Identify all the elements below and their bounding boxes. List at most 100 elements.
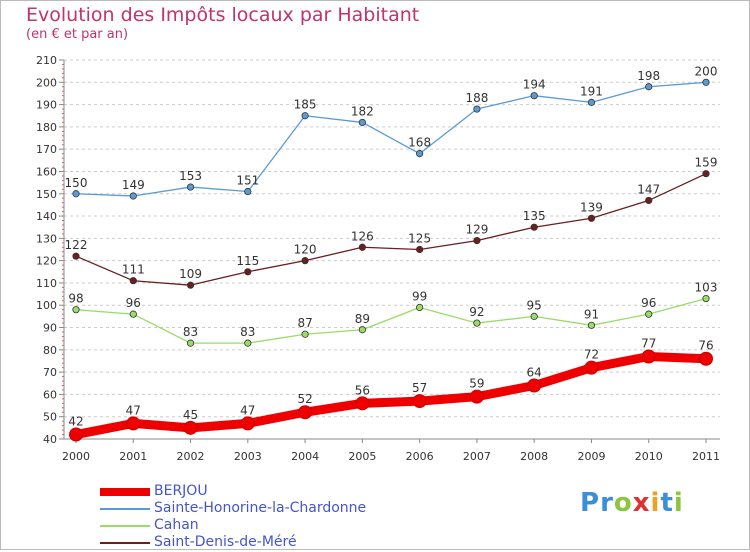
y-tick-label: 140 [36,210,57,223]
data-label: 182 [351,104,374,118]
data-point [72,306,80,314]
legend-label: BERJOU [154,483,208,499]
data-point [699,351,713,366]
data-point [702,78,710,86]
data-point [69,427,83,442]
legend-swatch [100,488,150,496]
y-tick-label: 180 [36,121,57,134]
legend-swatch [100,508,150,510]
data-point [587,214,596,222]
data-label: 77 [641,337,656,351]
data-label: 139 [580,200,603,214]
data-point [641,349,656,364]
data-label: 83 [240,325,255,339]
y-tick-label: 40 [43,433,57,446]
y-tick-label: 110 [36,277,57,290]
data-point [301,257,309,265]
data-point [358,326,366,334]
data-label: 135 [523,209,546,223]
y-tick-label: 100 [36,299,57,312]
x-tick-label: 2010 [635,450,663,463]
data-label: 52 [297,392,312,406]
data-label: 129 [465,223,488,237]
data-point [416,150,424,158]
data-label: 56 [355,383,370,397]
data-label: 111 [122,263,145,277]
data-point [702,170,710,178]
data-point [126,416,141,431]
data-label: 95 [527,298,542,312]
x-tick-label: 2009 [577,450,605,463]
data-label: 168 [408,136,431,150]
x-tick-label: 2008 [520,450,548,463]
data-label: 149 [122,178,145,192]
series-line-1 [75,81,707,197]
data-label: 126 [351,229,374,243]
data-label: 115 [236,254,259,268]
logo-letter: t [660,488,674,518]
data-label: 198 [637,69,660,83]
data-label: 200 [695,64,718,78]
x-tick-label: 2003 [234,450,262,463]
x-tick-label: 2006 [406,450,434,463]
data-point [72,190,80,198]
y-tick-label: 190 [36,99,57,112]
data-point [587,98,596,106]
y-tick-label: 170 [36,143,57,156]
series-line-2 [75,297,707,344]
x-tick-label: 2001 [119,450,147,463]
data-label: 185 [294,98,317,112]
logo-letter: x [632,488,651,518]
data-label: 120 [294,243,317,257]
data-point [240,416,255,431]
data-point [469,389,484,404]
data-label: 89 [355,312,370,326]
data-label: 103 [695,281,718,295]
data-point [473,236,481,245]
data-point [244,339,252,347]
data-label: 153 [179,169,202,183]
y-tick-label: 200 [36,76,57,89]
y-tick-label: 160 [36,165,57,178]
data-point [473,319,481,327]
data-label: 45 [183,408,198,422]
data-point [530,223,538,231]
data-point [587,321,596,329]
data-label: 109 [179,267,202,281]
data-point [527,378,542,393]
legend-label: Saint-Denis-de-Méré [154,534,297,550]
x-tick-label: 2005 [348,450,376,463]
logo-letter: i [673,488,684,518]
data-label: 64 [527,365,542,379]
data-label: 150 [65,176,88,190]
data-label: 92 [469,305,484,319]
data-label: 96 [126,296,141,310]
data-label: 76 [698,339,713,353]
data-label: 194 [523,78,546,92]
data-label: 83 [183,325,198,339]
data-point [129,192,137,200]
data-label: 151 [236,174,259,188]
data-point [412,394,427,409]
data-point [473,105,481,113]
data-point [530,92,538,100]
x-tick-label: 2007 [463,450,491,463]
y-tick-label: 130 [36,232,57,245]
chart-subtitle: (en € et par an) [26,27,129,42]
data-label: 59 [469,377,484,391]
data-label: 188 [465,91,488,105]
legend-label: Sainte-Honorine-la-Chardonne [154,500,367,516]
data-point [244,187,252,196]
data-label: 147 [637,182,660,196]
data-label: 125 [408,232,431,246]
data-label: 47 [240,403,255,417]
data-label: 72 [584,348,599,362]
y-tick-label: 80 [43,344,57,357]
data-label: 57 [412,381,427,395]
data-point [129,310,137,318]
data-point [584,360,599,375]
data-point [186,281,195,289]
data-point [244,268,252,276]
logo-letter: i [650,488,661,518]
